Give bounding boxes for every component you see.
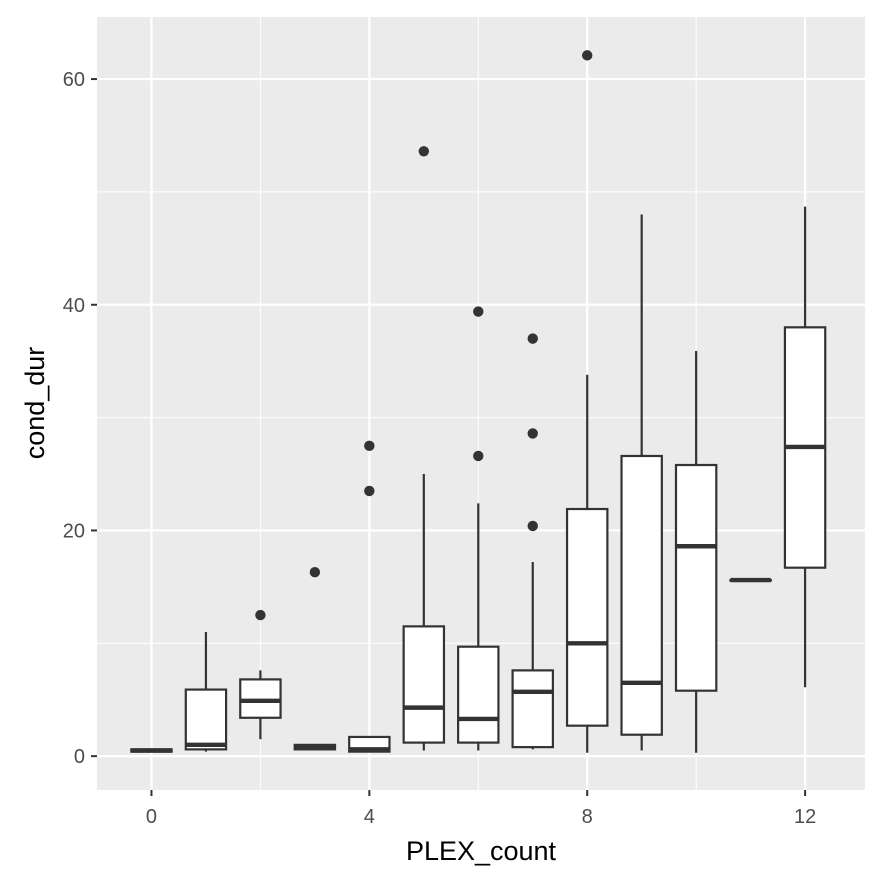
box-group	[565, 50, 609, 753]
outlier-point	[527, 333, 538, 344]
outlier-point	[418, 146, 430, 157]
outlier-point	[582, 50, 593, 61]
box-group	[674, 351, 718, 753]
box	[457, 645, 500, 744]
box-group	[239, 609, 282, 740]
outlier-point	[527, 428, 538, 439]
box	[620, 454, 663, 736]
box-group	[184, 632, 228, 752]
box	[402, 625, 446, 744]
box-group	[402, 146, 446, 751]
x-axis: 0 4 8 12	[146, 790, 816, 828]
box-group	[783, 206, 827, 688]
outlier-point	[364, 440, 375, 452]
outlier-point	[255, 609, 266, 621]
y-tick-label: 20	[63, 520, 85, 542]
outlier-point	[473, 450, 484, 462]
box-group	[457, 306, 500, 751]
box-group	[620, 214, 663, 751]
box	[674, 463, 718, 692]
outlier-point	[364, 485, 375, 497]
box-group	[511, 333, 554, 750]
box	[184, 688, 228, 751]
box	[511, 669, 554, 749]
x-tick-label: 4	[364, 806, 375, 828]
box-group	[130, 748, 173, 753]
x-tick-label: 12	[794, 806, 816, 828]
box-group	[348, 440, 391, 753]
y-axis-title: cond_dur	[20, 347, 50, 460]
box-group	[729, 577, 772, 583]
y-tick-label: 60	[63, 69, 85, 91]
outlier-point	[527, 520, 538, 532]
y-axis: 0 20 40 60	[63, 69, 97, 768]
x-tick-label: 0	[146, 806, 157, 828]
box	[239, 678, 282, 719]
box	[565, 507, 609, 727]
box-group	[293, 567, 337, 751]
outlier-point	[309, 567, 321, 578]
y-tick-label: 0	[74, 746, 85, 768]
x-axis-title: PLEX_count	[406, 836, 557, 866]
x-tick-label: 8	[582, 806, 593, 828]
outlier-point	[473, 306, 484, 317]
y-tick-label: 40	[63, 295, 85, 317]
box-series	[130, 50, 827, 753]
